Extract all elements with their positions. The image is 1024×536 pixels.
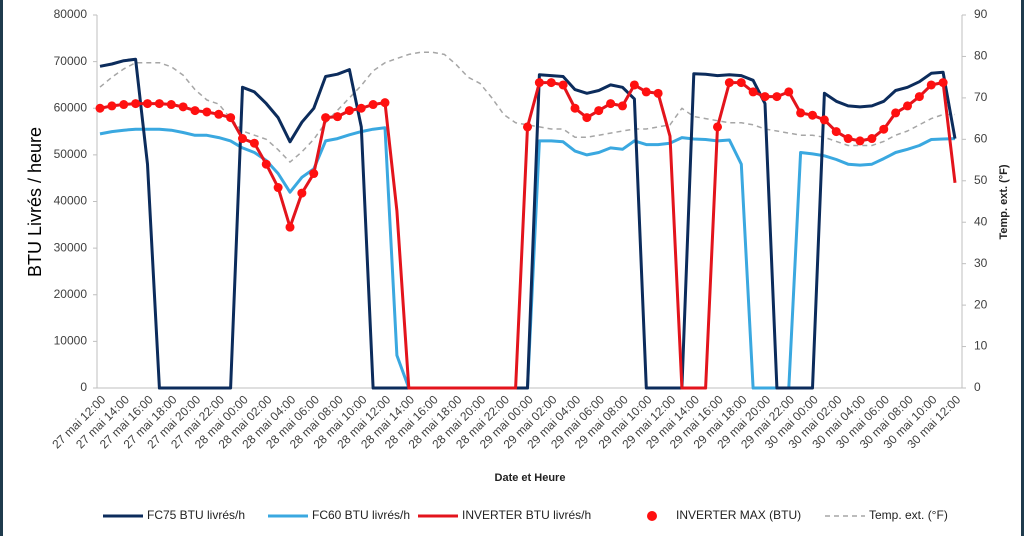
marker xyxy=(855,136,865,146)
marker xyxy=(154,99,164,109)
legend-marker xyxy=(647,511,657,521)
marker xyxy=(238,134,247,144)
marker xyxy=(558,80,568,90)
marker xyxy=(867,134,877,144)
marker xyxy=(131,99,141,109)
marker xyxy=(309,169,319,179)
marker xyxy=(748,87,758,97)
y2-tick-label: 0 xyxy=(974,380,981,394)
y-tick-label: 0 xyxy=(80,380,87,394)
marker xyxy=(249,138,259,148)
y-tick-label: 20000 xyxy=(54,287,88,301)
marker xyxy=(368,100,378,110)
legend-label: INVERTER BTU livrés/h xyxy=(462,508,591,522)
marker xyxy=(546,78,556,88)
y2-tick-label: 60 xyxy=(974,132,988,146)
y2-tick-label: 10 xyxy=(974,339,988,353)
marker xyxy=(143,99,152,109)
y2-tick-label: 90 xyxy=(974,7,988,21)
marker xyxy=(772,92,782,102)
marker xyxy=(582,113,592,123)
marker xyxy=(95,103,105,113)
marker xyxy=(903,101,912,111)
marker xyxy=(107,101,117,111)
y-tick-label: 40000 xyxy=(54,194,88,208)
y-tick-label: 30000 xyxy=(54,240,88,254)
marker xyxy=(285,222,295,232)
marker xyxy=(618,101,627,111)
y2-tick-label: 20 xyxy=(974,297,988,311)
marker xyxy=(606,99,616,109)
marker xyxy=(297,188,307,198)
marker xyxy=(713,122,722,132)
legend-label: FC60 BTU livrés/h xyxy=(312,508,410,522)
marker xyxy=(226,113,236,123)
marker xyxy=(178,102,188,112)
y-tick-label: 60000 xyxy=(54,100,88,114)
series-line xyxy=(99,57,957,390)
y2-tick-label: 80 xyxy=(974,49,988,63)
marker xyxy=(914,92,924,102)
y-axis-title: BTU Livrés / heure xyxy=(25,127,45,277)
marker xyxy=(534,78,544,88)
y2-tick-label: 50 xyxy=(974,173,988,187)
marker xyxy=(321,113,331,123)
legend-label: FC75 BTU livrés/h xyxy=(147,508,245,522)
marker xyxy=(843,134,853,144)
y-tick-label: 50000 xyxy=(54,147,88,161)
marker xyxy=(594,106,604,116)
marker xyxy=(796,108,806,118)
marker xyxy=(190,106,200,116)
y-tick-label: 70000 xyxy=(54,54,88,68)
marker xyxy=(891,108,901,118)
frame-edge xyxy=(0,0,3,536)
marker xyxy=(523,122,532,132)
marker xyxy=(356,103,366,113)
legend-label: Temp. ext. (°F) xyxy=(869,508,948,522)
marker xyxy=(724,78,734,88)
marker xyxy=(808,110,817,120)
marker xyxy=(653,88,663,98)
marker xyxy=(119,100,129,110)
marker xyxy=(831,127,841,137)
series-line xyxy=(99,51,955,163)
marker xyxy=(938,78,948,88)
marker xyxy=(380,98,390,108)
marker xyxy=(214,109,224,119)
legend-label: INVERTER MAX (BTU) xyxy=(676,508,801,522)
marker xyxy=(570,103,580,113)
marker xyxy=(333,112,342,122)
marker xyxy=(273,183,283,193)
marker xyxy=(641,87,651,97)
marker xyxy=(166,100,176,110)
marker xyxy=(202,107,212,117)
y2-tick-label: 70 xyxy=(974,90,988,104)
y2-axis-title: Temp. ext. (°F) xyxy=(998,164,1010,239)
marker xyxy=(736,78,746,88)
marker xyxy=(760,92,770,102)
x-axis-title: Date et Heure xyxy=(495,472,566,484)
y2-tick-label: 30 xyxy=(974,256,988,270)
marker xyxy=(926,80,936,90)
frame-edge xyxy=(1021,0,1024,536)
marker xyxy=(879,124,889,134)
y-tick-label: 80000 xyxy=(54,7,88,21)
marker xyxy=(819,115,829,125)
y-tick-label: 10000 xyxy=(54,334,88,348)
marker xyxy=(784,87,794,97)
marker xyxy=(261,159,271,169)
marker xyxy=(344,106,354,116)
y2-tick-label: 40 xyxy=(974,214,988,228)
marker xyxy=(629,80,639,90)
